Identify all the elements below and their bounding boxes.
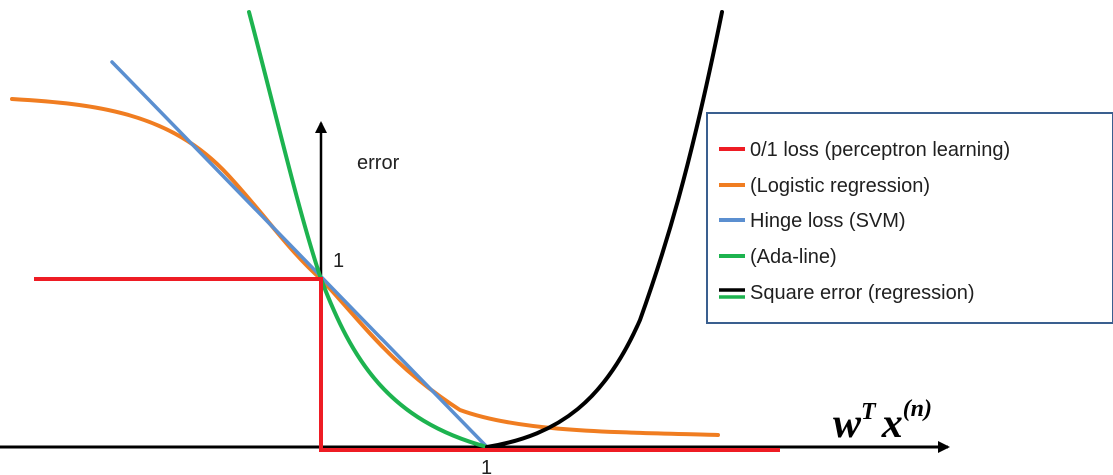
legend-item-logistic-regression: (Logistic regression) <box>719 175 930 197</box>
legend-label: 0/1 loss (perceptron learning) <box>750 139 1010 161</box>
logistic-regression-curve <box>10 97 720 437</box>
legend-item-square-error: Square error (regression) <box>719 282 975 304</box>
adaline-curve <box>247 10 489 449</box>
legend-label: Hinge loss (SVM) <box>750 210 906 232</box>
axis-annotations: error 1 1 wT x(n) <box>333 152 932 475</box>
x-axis-label-x: x <box>881 401 903 447</box>
x-axis-label-sup-t: T <box>861 399 877 425</box>
x-axis-label-w: w <box>833 401 862 447</box>
legend-item-adaline: (Ada-line) <box>719 246 837 268</box>
legend-label: (Ada-line) <box>750 246 837 268</box>
x-axis-label-sup-n: (n) <box>903 396 932 422</box>
hinge-loss-curve <box>110 60 489 449</box>
x-axis-label: wT x(n) <box>833 396 932 447</box>
y-axis-one-marker: 1 <box>333 250 344 272</box>
legend-item-zero-one-loss: 0/1 loss (perceptron learning) <box>719 139 1010 161</box>
legend-label: Square error (regression) <box>750 282 975 304</box>
loss-curves <box>10 10 780 452</box>
zero-one-loss-curve <box>34 277 780 452</box>
y-axis-label: error <box>357 152 400 174</box>
legend-label: (Logistic regression) <box>750 175 930 197</box>
x-axis-one-marker: 1 <box>481 457 492 475</box>
legend-box <box>706 112 1113 324</box>
square-error-curve <box>485 10 724 449</box>
legend: 0/1 loss (perceptron learning) (Logistic… <box>706 112 1113 324</box>
legend-item-hinge-loss: Hinge loss (SVM) <box>719 210 906 232</box>
